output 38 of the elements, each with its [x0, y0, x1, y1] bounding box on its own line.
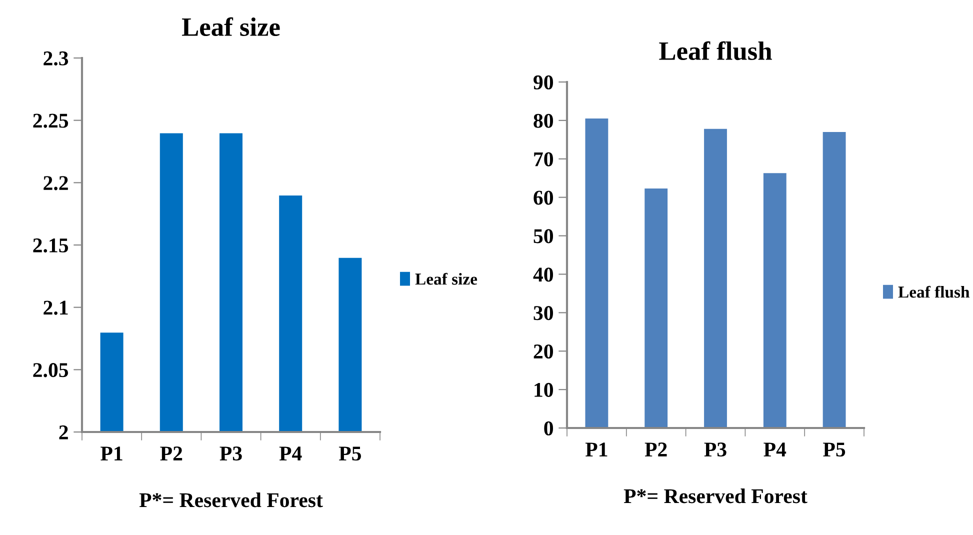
x-tick-label: P5: [338, 446, 362, 461]
y-tick-label: 50: [534, 229, 554, 244]
bar: [584, 118, 609, 428]
y-tick-label: 2.25: [33, 114, 68, 128]
chart-title: Leaf size: [182, 17, 280, 36]
y-tick-label: 2.05: [33, 363, 68, 378]
y-tick-label: 10: [534, 382, 554, 397]
y-tick-label: 60: [534, 190, 554, 205]
x-tick-label: P1: [100, 446, 122, 460]
y-tick-label: 90: [534, 75, 554, 90]
y-tick-label: 2: [59, 425, 68, 440]
y-tick-label: 2.1: [44, 300, 68, 315]
x-axis-title: P*= Reserved Forest: [139, 492, 323, 508]
bar: [644, 188, 668, 428]
y-tick-label: 2.2: [44, 176, 68, 190]
y-tick-label: 0: [544, 421, 554, 436]
legend-label: Leaf flush: [898, 286, 970, 298]
y-tick-label: 80: [534, 114, 554, 128]
x-axis-title: P*= Reserved Forest: [624, 488, 808, 504]
chart-title: Leaf flush: [659, 41, 772, 60]
bar: [703, 128, 728, 428]
y-tick-label: 30: [534, 306, 554, 320]
x-tick-label: P3: [704, 442, 726, 457]
x-tick-label: P3: [220, 446, 242, 461]
y-tick-label: 20: [534, 344, 554, 359]
x-tick-label: P1: [585, 442, 608, 456]
y-tick-label: 40: [533, 268, 554, 282]
bar: [762, 172, 788, 428]
y-tick-label: 2.3: [44, 51, 68, 66]
y-tick-label: 2.15: [33, 238, 68, 253]
x-tick-label: P4: [279, 446, 302, 460]
bar: [822, 131, 847, 428]
x-tick-label: P2: [160, 446, 182, 460]
legend-label: Leaf size: [415, 272, 478, 285]
x-tick-label: P4: [764, 442, 786, 456]
x-tick-label: P5: [823, 442, 846, 457]
x-tick-label: P2: [644, 442, 667, 456]
y-tick-label: 70: [534, 152, 554, 166]
